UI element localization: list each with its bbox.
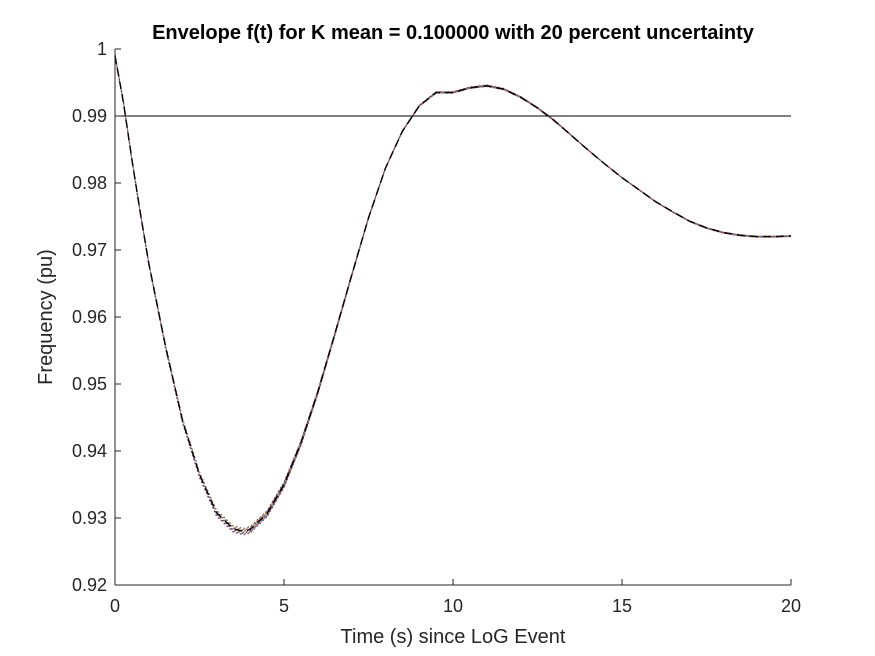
series-layer: [114, 54, 792, 536]
y-tick-label: 0.94: [72, 441, 107, 461]
x-axis-label: Time (s) since LoG Event: [341, 626, 566, 648]
y-tick-label: 0.97: [72, 240, 107, 260]
mean-frequency-curve: [114, 55, 792, 533]
y-tick-label: 0.98: [72, 173, 107, 193]
y-tick-label: 0.92: [72, 575, 107, 595]
y-axis-label: Frequency (pu): [35, 249, 57, 385]
tick-layer: 0 5 10 15 20 0.92 0.93 0.94 0.95 0.96 0.97 0.98 0.99…: [72, 39, 801, 616]
chart-title: Envelope f(t) for K mean = 0.100000 with…: [152, 22, 755, 44]
x-tick-label: 0: [110, 596, 120, 616]
y-tick-label: 0.93: [72, 508, 107, 528]
x-tick-label: 10: [443, 596, 463, 616]
y-tick-label: 0.96: [72, 307, 107, 327]
y-tick-label: 0.99: [72, 106, 107, 126]
y-tick-label: 0.95: [72, 374, 107, 394]
plot-area: [115, 49, 791, 585]
x-tick-label: 20: [781, 596, 801, 616]
x-tick-label: 15: [612, 596, 632, 616]
x-tick-label: 5: [279, 596, 289, 616]
y-tick-label: 1: [97, 39, 107, 59]
